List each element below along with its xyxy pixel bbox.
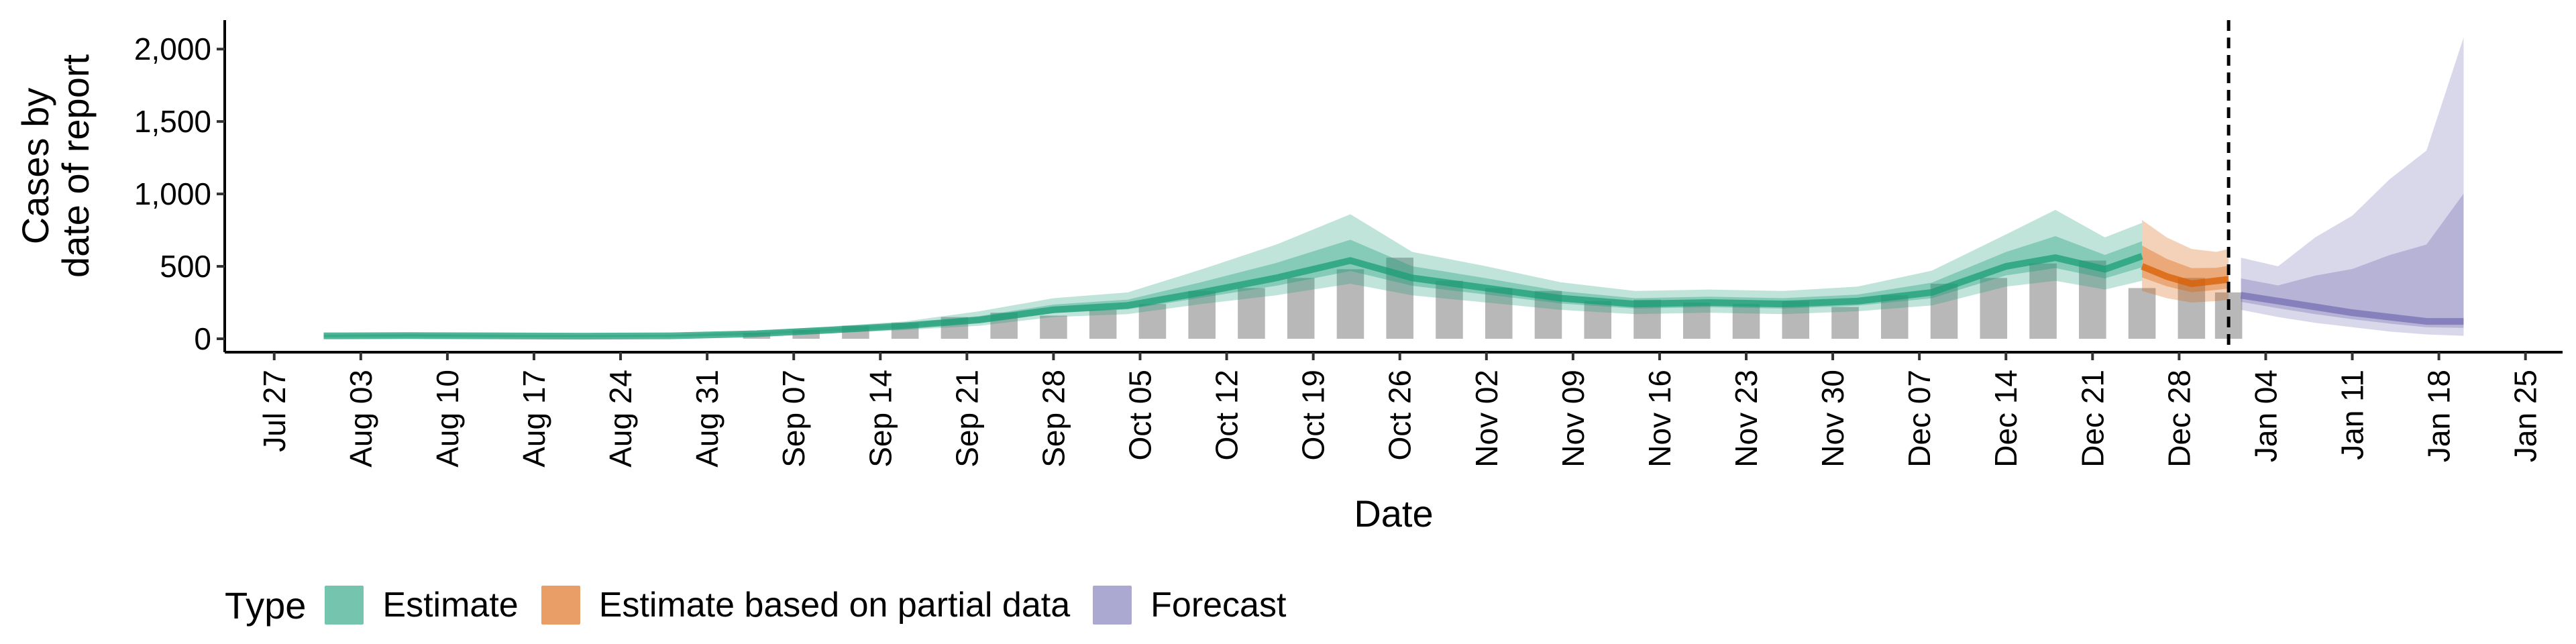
x-tick-label: Dec 28 xyxy=(2161,370,2196,468)
legend-label-forecast: Forecast xyxy=(1150,586,1287,625)
series-median-line-1 xyxy=(2141,263,2229,287)
reported-cases-bar xyxy=(1238,288,1265,339)
reported-cases-bar xyxy=(1831,307,1859,339)
x-tick-label: Nov 16 xyxy=(1642,370,1677,468)
legend-swatch-partial xyxy=(541,586,580,625)
y-tick-label: 0 xyxy=(194,321,211,356)
x-tick-label: Jan 04 xyxy=(2248,370,2283,462)
reported-cases-bar xyxy=(1732,304,1760,339)
x-tick-label: Aug 24 xyxy=(603,370,638,468)
x-tick-label: Jan 18 xyxy=(2422,370,2457,462)
y-tick-label: 1,000 xyxy=(134,176,211,211)
y-tick-label: 500 xyxy=(160,249,211,284)
x-tick-label: Oct 19 xyxy=(1296,370,1331,461)
x-axis-label: Date xyxy=(1354,492,1433,535)
x-tick-label: Sep 21 xyxy=(949,370,984,468)
x-tick-label: Jan 25 xyxy=(2508,370,2543,462)
reported-cases-bars xyxy=(743,258,2243,339)
reported-cases-bar xyxy=(1584,301,1612,339)
x-tick-label: Nov 30 xyxy=(1815,370,1850,468)
reported-cases-bar xyxy=(1980,278,2008,339)
reported-cases-bar xyxy=(2128,288,2156,339)
x-tick-label: Nov 02 xyxy=(1469,370,1504,468)
x-tick-label: Dec 07 xyxy=(1902,370,1937,468)
x-tick-label: Oct 05 xyxy=(1122,370,1157,461)
y-tick-label: 1,500 xyxy=(134,104,211,139)
x-tick-label: Sep 07 xyxy=(776,370,811,468)
x-tick-label: Sep 14 xyxy=(863,370,898,468)
legend-item-forecast: Forecast xyxy=(1093,585,1286,625)
y-tick-label: 2,000 xyxy=(134,32,211,66)
x-tick-label: Jul 27 xyxy=(257,370,292,452)
legend-item-estimate: Estimate xyxy=(325,585,519,625)
x-tick-label: Oct 26 xyxy=(1383,370,1417,461)
reported-cases-bar xyxy=(1782,301,1810,339)
series-ribbon-outer-0 xyxy=(323,209,2143,337)
x-tick-label: Nov 09 xyxy=(1556,370,1591,468)
reported-cases-bar xyxy=(1040,315,1067,339)
series-ribbon-inner-2 xyxy=(2241,193,2464,328)
series-median-line-0 xyxy=(323,253,2143,340)
reported-cases-bar xyxy=(1287,278,1315,339)
x-tick-label: Oct 12 xyxy=(1210,370,1244,461)
x-tick-label: Aug 03 xyxy=(343,370,378,468)
x-tick-label: Nov 23 xyxy=(1729,370,1764,468)
y-axis-label-line: Cases by xyxy=(14,88,56,244)
legend-item-partial: Estimate based on partial data xyxy=(541,585,1070,625)
reported-cases-bar xyxy=(2178,278,2206,339)
x-tick-label: Aug 17 xyxy=(517,370,551,468)
legend-title: Type xyxy=(225,584,307,627)
reported-cases-bar xyxy=(1188,290,1216,339)
reported-cases-bar xyxy=(1485,288,1513,339)
reported-cases-bar xyxy=(1336,269,1364,339)
series-ribbon-outer-2 xyxy=(2241,37,2464,336)
series-lines xyxy=(323,253,2464,340)
x-tick-label: Jan 11 xyxy=(2335,370,2370,460)
y-axis-label-line: date of report xyxy=(54,54,97,278)
legend-label-partial: Estimate based on partial data xyxy=(598,586,1071,625)
x-tick-label: Dec 14 xyxy=(1988,370,2023,468)
x-tick-label: Aug 31 xyxy=(690,370,724,468)
x-tick-label: Sep 28 xyxy=(1036,370,1071,468)
legend: Type Estimate Estimate based on partial … xyxy=(225,572,1309,639)
reported-cases-bar xyxy=(2029,263,2057,339)
reported-cases-bar xyxy=(1436,280,1463,339)
reported-cases-bar xyxy=(1138,304,1167,339)
x-axis: Jul 27 Aug 03 Aug 10 Aug 17 Aug 24 Aug 31 Sep … xyxy=(225,351,2563,468)
y-axis: 0 500 1,000 1,500 2,000 xyxy=(134,20,226,356)
reported-cases-bar xyxy=(1881,295,1909,339)
legend-swatch-forecast xyxy=(1093,586,1132,625)
legend-label-estimate: Estimate xyxy=(382,586,519,625)
x-tick-label: Dec 21 xyxy=(2075,370,2110,468)
reported-cases-bar xyxy=(1682,303,1711,339)
x-tick-label: Aug 10 xyxy=(430,370,465,468)
legend-swatch-estimate xyxy=(325,586,364,625)
reported-cases-bar xyxy=(2079,260,2106,339)
series-median-line-2 xyxy=(2240,292,2464,325)
reported-cases-bar xyxy=(1089,309,1117,339)
